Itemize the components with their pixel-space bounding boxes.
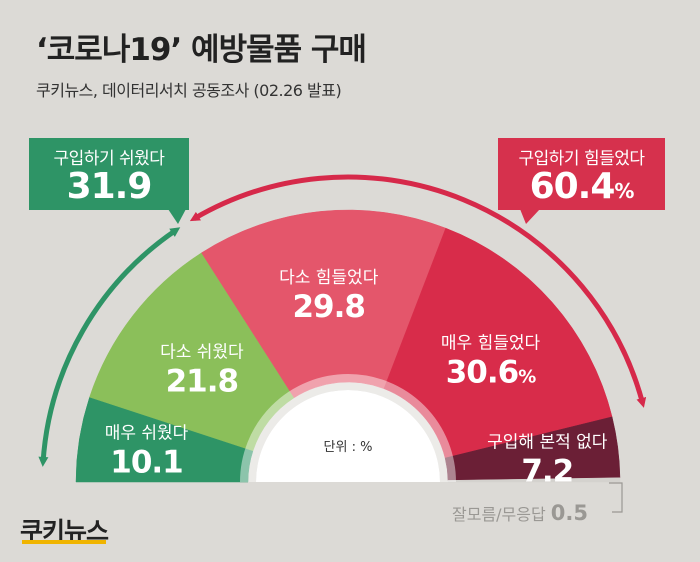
label-somewhat-hard: 다소 힘들었다 bbox=[279, 268, 379, 288]
value-somewhat-hard: 29.8 bbox=[292, 289, 365, 325]
value-never-bought: 7.2 bbox=[521, 454, 573, 490]
label-very-hard: 매우 힘들었다 bbox=[441, 333, 541, 353]
slice-no-response bbox=[447, 477, 621, 483]
hard-total-callout: 구입하기 힘들었다 60.4% bbox=[498, 138, 665, 210]
chart-title: ‘코로나19’ 예방물품 구매 bbox=[36, 32, 367, 68]
logo-accent-bar bbox=[22, 540, 106, 544]
no-response-leader bbox=[609, 482, 623, 513]
label-very-easy: 매우 쉬웠다 bbox=[105, 423, 189, 443]
easy-total-label: 구입하기 쉬웠다 bbox=[53, 149, 165, 169]
hard-bracket-arrow bbox=[189, 174, 647, 408]
label-never-bought: 구입해 본적 없다 bbox=[487, 433, 608, 453]
value-somewhat-easy: 21.8 bbox=[166, 364, 239, 400]
hard-total-value: 60.4% bbox=[529, 166, 635, 207]
value-no-response: 0.5 bbox=[551, 501, 588, 525]
hard-total-label: 구입하기 힘들었다 bbox=[518, 149, 645, 169]
easy-total-value: 31.9 bbox=[66, 166, 153, 207]
value-very-easy: 10.1 bbox=[110, 444, 183, 480]
unit-label: 단위 : % bbox=[324, 440, 373, 455]
label-somewhat-easy: 다소 쉬웠다 bbox=[160, 343, 244, 363]
hard-total-unit: % bbox=[614, 179, 634, 203]
easy-bracket-arrow bbox=[38, 227, 181, 467]
chart-subtitle: 쿠키뉴스, 데이터리서치 공동조사 (02.26 발표) bbox=[36, 81, 342, 100]
label-no-response: 잘모름/무응답 0.5 bbox=[452, 501, 588, 525]
easy-total-callout: 구입하기 쉬웠다 31.9 bbox=[29, 138, 189, 210]
easy-callout-pointer bbox=[168, 209, 186, 224]
hard-callout-pointer bbox=[520, 209, 540, 224]
center-hole bbox=[256, 390, 440, 482]
